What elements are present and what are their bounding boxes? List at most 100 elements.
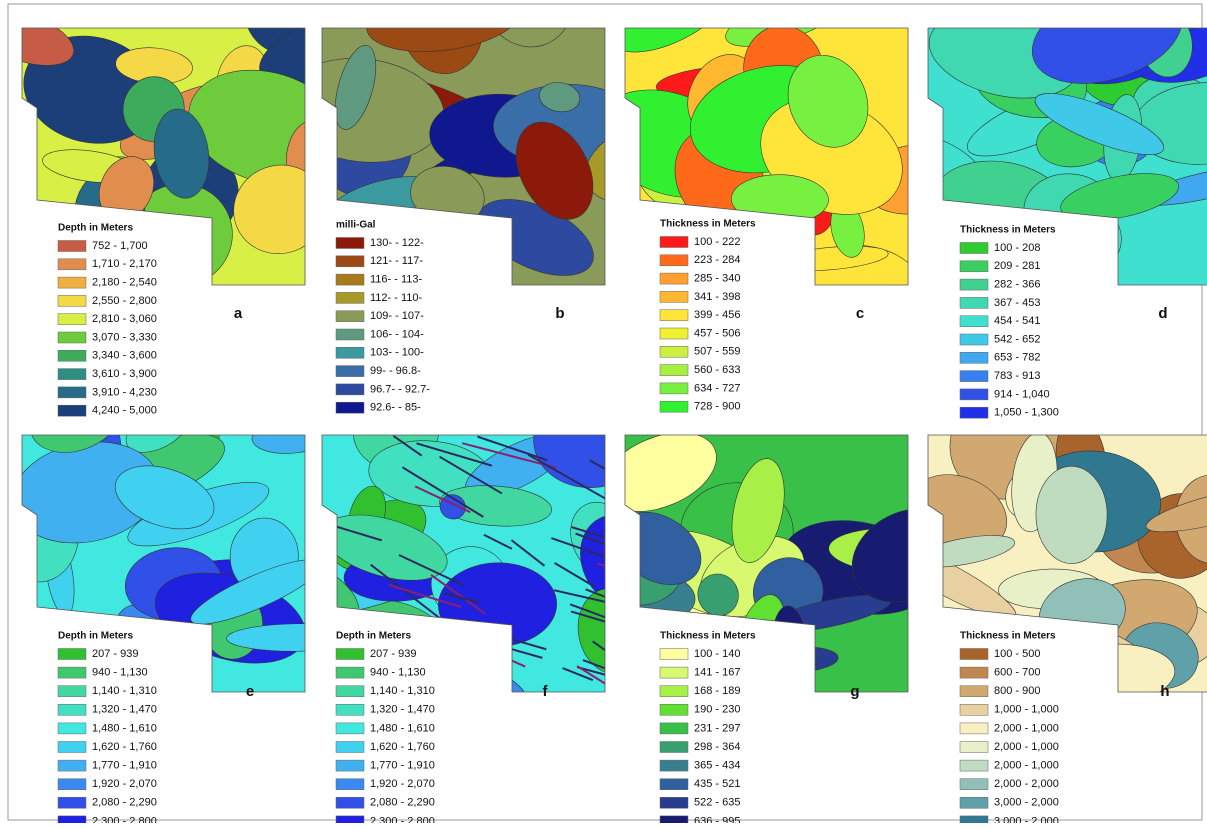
legend-swatch [660,365,688,376]
legend-swatch [58,649,86,660]
legend-title: Depth in Meters [58,223,133,234]
legend-swatch [58,816,86,823]
legend-label: 2,080 - 2,290 [370,797,435,809]
legend-swatch [660,704,688,715]
legend-swatch [960,704,988,715]
legend-swatch [58,241,86,252]
legend-swatch [660,816,688,823]
legend-swatch [336,704,364,715]
legend-label: 367 - 453 [994,297,1040,309]
legend-swatch [660,667,688,678]
legend-swatch [58,332,86,343]
legend-label: 141 - 167 [694,667,740,679]
legend-swatch [660,383,688,394]
legend-label: 2,300 - 2,800 [92,815,157,823]
legend-label: 4,240 - 5,000 [92,405,157,417]
legend-swatch [336,760,364,771]
legend-swatch [336,686,364,697]
legend-label: 752 - 1,700 [92,240,148,252]
legend-label: 209 - 281 [994,260,1040,272]
legend-swatch [960,316,988,327]
legend-label: 636 - 995 [694,815,740,823]
legend-label: 109- - 107- [370,310,424,322]
legend-swatch [960,816,988,823]
legend-label: 800 - 900 [994,685,1040,697]
panel-letter: d [1158,305,1167,322]
legend-swatch [58,350,86,361]
legend-label: 3,070 - 3,330 [92,331,157,343]
legend-label: 190 - 230 [694,704,740,716]
legend-label: 728 - 900 [694,401,740,413]
legend-swatch [960,243,988,254]
legend-label: 522 - 635 [694,797,740,809]
legend-label: 1,710 - 2,170 [92,258,157,270]
legend-title: Thickness in Meters [660,219,756,230]
legend-label: 454 - 541 [994,315,1040,327]
legend-label: 3,610 - 3,900 [92,368,157,380]
legend-swatch [58,259,86,270]
legend-swatch [960,371,988,382]
legend-swatch [58,369,86,380]
panel-letter: b [555,305,564,322]
legend-label: 2,300 - 2,800 [370,815,435,823]
legend-title: milli-Gal [336,220,376,231]
legend-swatch [336,274,364,285]
legend-label: 940 - 1,130 [370,667,426,679]
legend-swatch [660,723,688,734]
legend-label: 542 - 652 [994,333,1040,345]
legend-label: 2,000 - 2,000 [994,778,1059,790]
legend-swatch [58,667,86,678]
legend-swatch [960,261,988,272]
legend-swatch [336,723,364,734]
legend-label: 940 - 1,130 [92,667,148,679]
legend-label: 1,000 - 1,000 [994,704,1059,716]
legend-label: 1,920 - 2,070 [370,778,435,790]
legend-label: 560 - 633 [694,364,740,376]
legend-swatch [336,816,364,823]
legend-label: 914 - 1,040 [994,388,1050,400]
legend-label: 1,320 - 1,470 [370,704,435,716]
legend-label: 435 - 521 [694,778,740,790]
legend-swatch [960,279,988,290]
legend-swatch [336,347,364,358]
legend-swatch [58,704,86,715]
legend-label: 106- - 104- [370,328,424,340]
figure: Depth in Meters 752 - 1,700 1,710 - 2,170 2… [0,0,1207,823]
legend-label: 223 - 284 [694,254,740,266]
legend-label: 2,550 - 2,800 [92,295,157,307]
legend-label: 507 - 559 [694,346,740,358]
legend-label: 1,480 - 1,610 [370,722,435,734]
legend-swatch [660,686,688,697]
legend-label: 96.7- - 92.7- [370,383,430,395]
legend-swatch [58,686,86,697]
legend-swatch [660,255,688,266]
legend-label: 1,770 - 1,910 [92,760,157,772]
legend-swatch [660,346,688,357]
legend-swatch [336,742,364,753]
legend-swatch [336,667,364,678]
legend-label: 100 - 500 [994,648,1040,660]
legend-label: 341 - 398 [694,291,740,303]
legend-label: 282 - 366 [994,279,1040,291]
legend-label: 99- - 96.8- [370,365,421,377]
legend-label: 112- - 110- [370,292,423,304]
legend-swatch [960,797,988,808]
legend-swatch [336,292,364,303]
legend-swatch [336,256,364,267]
legend-label: 2,810 - 3,060 [92,313,157,325]
legend-swatch [960,667,988,678]
legend-swatch [660,237,688,248]
legend-title: Thickness in Meters [960,631,1056,642]
legend-swatch [960,297,988,308]
legend-label: 207 - 939 [370,648,416,660]
legend-label: 3,000 - 2,000 [994,815,1059,823]
legend-swatch [336,311,364,322]
legend-swatch [336,238,364,249]
legend-swatch [960,760,988,771]
legend-label: 100 - 208 [994,242,1040,254]
panel-letter: c [856,305,864,322]
legend-swatch [336,797,364,808]
legend-swatch [660,797,688,808]
legend-label: 100 - 222 [694,236,740,248]
legend-swatch [660,273,688,284]
